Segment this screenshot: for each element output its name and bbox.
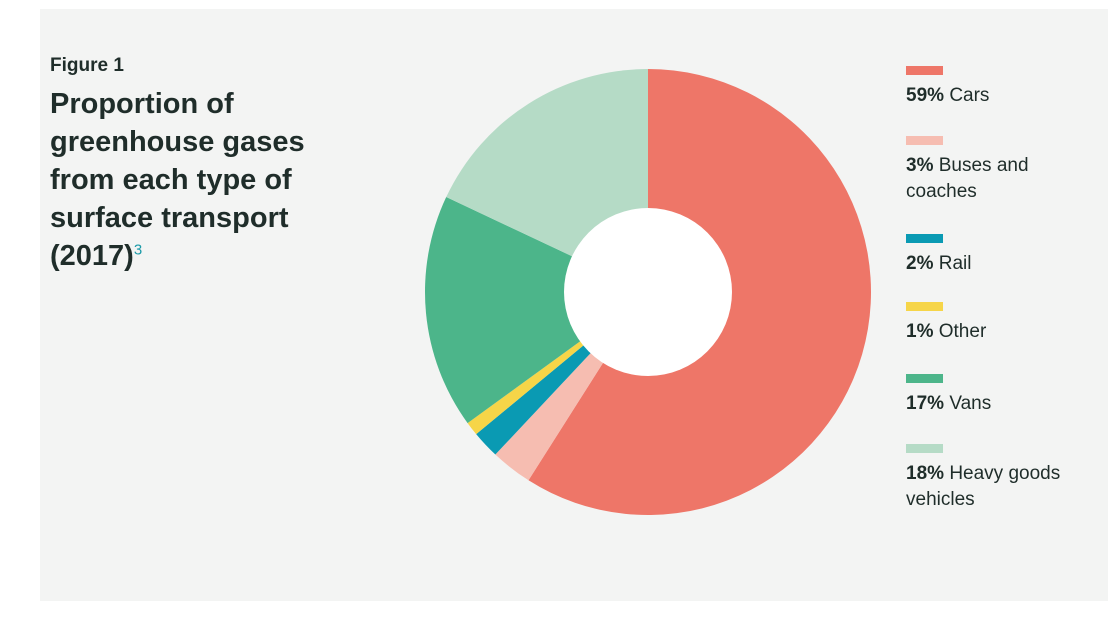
legend-item-buses: 3% Buses and coaches <box>906 136 1046 205</box>
legend-percent-buses: 3% <box>906 155 934 176</box>
legend-swatch-vans <box>906 374 943 383</box>
legend-name-rail: Rail <box>938 253 972 274</box>
legend-item-cars: 59% Cars <box>906 66 989 109</box>
chart-title: Proportion of greenhouse gases from each… <box>50 85 350 275</box>
legend-swatch-other <box>906 302 943 311</box>
legend-label-buses: 3% Buses and coaches <box>906 153 1046 205</box>
legend-item-other: 1% Other <box>906 302 986 345</box>
legend-label-cars: 59% Cars <box>906 83 989 109</box>
chart-title-text: Proportion of greenhouse gases from each… <box>50 88 305 272</box>
legend-percent-hgv: 18% <box>906 463 945 484</box>
legend-label-rail: 2% Rail <box>906 251 971 277</box>
legend-name-cars: Cars <box>949 85 990 106</box>
donut-slice-vans <box>425 197 648 424</box>
footnote-reference[interactable]: 3 <box>133 241 143 259</box>
legend-item-vans: 17% Vans <box>906 374 991 417</box>
legend-item-rail: 2% Rail <box>906 234 971 277</box>
legend-name-buses: Buses and coaches <box>906 155 1029 202</box>
donut-hole <box>564 208 732 376</box>
legend-name-vans: Vans <box>949 393 992 414</box>
legend-swatch-buses <box>906 136 943 145</box>
legend-percent-cars: 59% <box>906 85 945 106</box>
legend-swatch-rail <box>906 234 943 243</box>
legend-swatch-hgv <box>906 444 943 453</box>
figure-label: Figure 1 <box>50 55 124 76</box>
legend-swatch-cars <box>906 66 943 75</box>
legend-name-other: Other <box>938 321 987 342</box>
legend-label-hgv: 18% Heavy goods vehicles <box>906 461 1066 513</box>
legend-label-vans: 17% Vans <box>906 391 991 417</box>
legend-name-hgv: Heavy goods vehicles <box>906 463 1061 510</box>
legend-percent-rail: 2% <box>906 253 934 274</box>
legend-label-other: 1% Other <box>906 319 986 345</box>
legend-percent-other: 1% <box>906 321 934 342</box>
legend-percent-vans: 17% <box>906 393 945 414</box>
legend-item-hgv: 18% Heavy goods vehicles <box>906 444 1066 513</box>
